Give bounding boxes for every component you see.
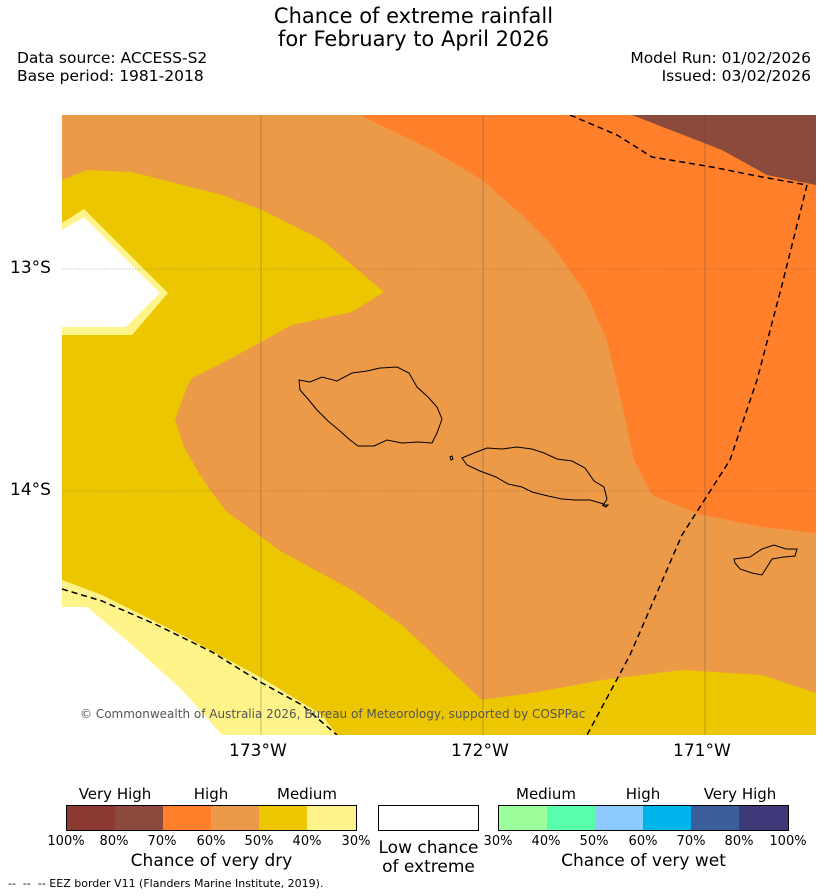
region-high-east bbox=[360, 115, 816, 533]
tick-dry-30: 30% bbox=[341, 834, 371, 849]
lon-label-171w: 171°W bbox=[673, 741, 731, 761]
region-medium-west bbox=[62, 170, 482, 735]
copyright-text: © Commonwealth of Australia 2026, Bureau… bbox=[80, 707, 586, 721]
tick-dry-50: 50% bbox=[244, 834, 274, 849]
legend-low-line1: Low chance bbox=[378, 838, 479, 858]
swatch-dry-40-30 bbox=[307, 806, 356, 830]
tick-wet-40: 40% bbox=[531, 834, 561, 849]
swatch-dry-50-40 bbox=[259, 806, 308, 830]
tick-wet-30: 30% bbox=[483, 834, 513, 849]
eez-footnote: -- -- -- EEZ border V11 (Flanders Marine… bbox=[8, 877, 324, 890]
tick-dry-60: 60% bbox=[196, 834, 226, 849]
legend-low-line2: of extreme bbox=[382, 857, 475, 877]
island-upolu bbox=[461, 446, 608, 505]
legend-wet-very-high: Very High bbox=[703, 785, 777, 803]
lat-grid bbox=[62, 268, 816, 492]
map-panel: © Commonwealth of Australia 2026, Bureau… bbox=[61, 114, 816, 736]
legend-dry-medium: Medium bbox=[277, 785, 337, 803]
forecast-map bbox=[61, 114, 816, 736]
swatch-dry-100-80 bbox=[67, 806, 116, 830]
swatch-wet-60-70 bbox=[643, 806, 692, 830]
data-source-text: Data source: ACCESS-S2 bbox=[17, 49, 208, 67]
model-run-text: Model Run: 01/02/2026 bbox=[630, 49, 811, 67]
island-small-2 bbox=[601, 504, 610, 508]
tick-wet-70: 70% bbox=[676, 834, 706, 849]
region-medium-south bbox=[480, 670, 816, 735]
swatch-wet-40-50 bbox=[547, 806, 596, 830]
map-title-line1: Chance of extreme rainfall bbox=[273, 4, 554, 28]
swatch-dry-70-60 bbox=[163, 806, 212, 830]
legend-wet-medium: Medium bbox=[516, 785, 576, 803]
lon-label-173w: 173°W bbox=[229, 741, 287, 761]
map-title-line2: for February to April 2026 bbox=[277, 27, 550, 51]
lon-grid bbox=[260, 115, 706, 735]
legend-low-swatch bbox=[378, 805, 479, 831]
lat-label-13s: 13°S bbox=[10, 258, 51, 278]
island-tutuila bbox=[733, 544, 798, 576]
swatch-dry-80-70 bbox=[115, 806, 164, 830]
region-low-chance-core bbox=[62, 217, 160, 327]
swatch-wet-50-60 bbox=[595, 806, 644, 830]
lon-label-172w: 172°W bbox=[451, 741, 509, 761]
swatch-wet-30-40 bbox=[499, 806, 548, 830]
region-light-gap bbox=[62, 607, 222, 735]
islands bbox=[298, 366, 798, 576]
eez-border bbox=[61, 114, 808, 736]
legend-dry-high: High bbox=[193, 785, 229, 803]
swatch-wet-70-80 bbox=[691, 806, 740, 830]
tick-dry-40: 40% bbox=[292, 834, 322, 849]
region-very-high-northeast bbox=[632, 115, 816, 185]
tick-wet-50: 50% bbox=[579, 834, 609, 849]
tick-dry-80: 80% bbox=[99, 834, 129, 849]
tick-dry-70: 70% bbox=[147, 834, 177, 849]
legend-wet-title: Chance of very wet bbox=[561, 851, 726, 871]
legend-dry-title: Chance of very dry bbox=[130, 851, 293, 871]
swatch-wet-80-100 bbox=[739, 806, 788, 830]
lat-label-14s: 14°S bbox=[10, 480, 51, 500]
island-small-1 bbox=[449, 455, 454, 461]
legend-wet-high: High bbox=[625, 785, 661, 803]
tick-dry-100: 100% bbox=[47, 834, 85, 849]
tick-wet-60: 60% bbox=[628, 834, 658, 849]
tick-wet-100: 100% bbox=[769, 834, 807, 849]
legend-wet-colorbar bbox=[498, 805, 789, 831]
island-savaii bbox=[298, 366, 443, 447]
tick-wet-80: 80% bbox=[724, 834, 754, 849]
base-period-text: Base period: 1981-2018 bbox=[17, 67, 204, 85]
legend-dry-colorbar bbox=[66, 805, 357, 831]
swatch-dry-60-50 bbox=[211, 806, 260, 830]
issued-text: Issued: 03/02/2026 bbox=[661, 67, 811, 85]
legend-dry-very-high: Very High bbox=[78, 785, 152, 803]
